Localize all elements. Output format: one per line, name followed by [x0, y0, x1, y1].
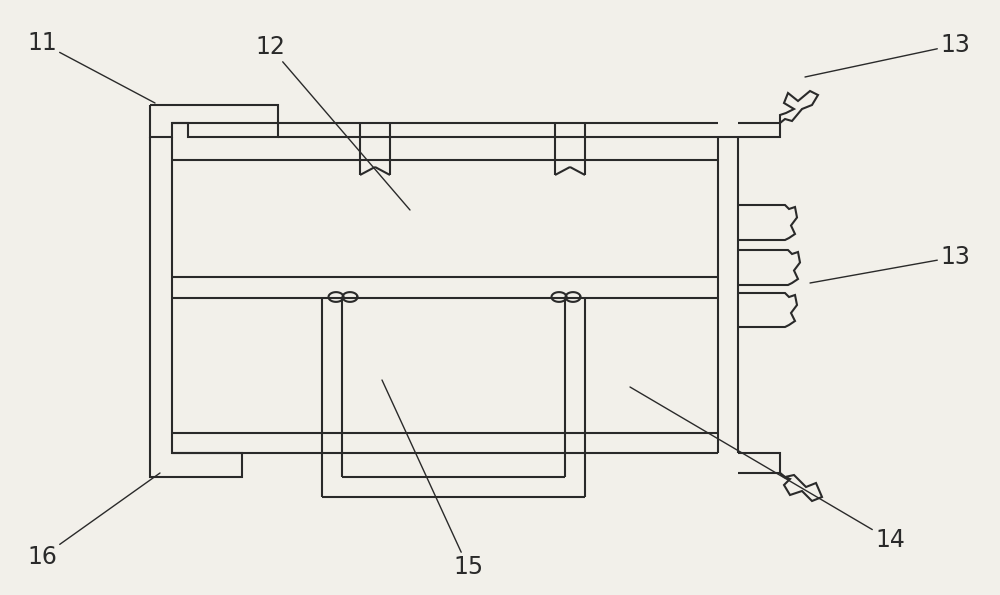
Text: 13: 13 [805, 33, 970, 77]
Text: 12: 12 [255, 35, 410, 210]
Text: 15: 15 [382, 380, 483, 579]
Text: 13: 13 [810, 245, 970, 283]
Text: 11: 11 [27, 31, 155, 103]
Text: 16: 16 [27, 473, 160, 569]
Text: 14: 14 [630, 387, 905, 552]
